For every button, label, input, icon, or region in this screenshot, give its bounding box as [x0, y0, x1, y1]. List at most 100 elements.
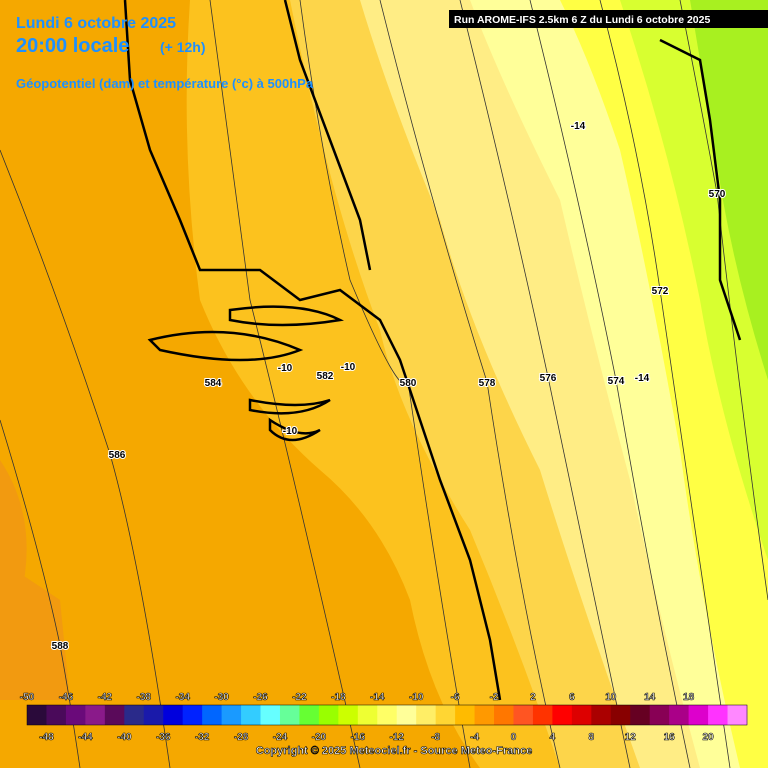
- colorbar-swatch: [494, 705, 514, 725]
- colorbar-label: 6: [569, 692, 575, 703]
- colorbar-swatch: [279, 705, 300, 725]
- colorbar-swatch: [610, 705, 631, 725]
- contour-label: 570: [709, 189, 726, 200]
- colorbar-swatch: [104, 705, 125, 725]
- colorbar-label: 12: [625, 732, 637, 743]
- colorbar-label: 8: [589, 732, 595, 743]
- contour-label: 578: [479, 378, 496, 389]
- colorbar-swatch: [260, 705, 281, 725]
- colorbar-swatch: [591, 705, 612, 725]
- contour-label: 584: [205, 378, 222, 389]
- colorbar-label: -16: [351, 732, 366, 743]
- colorbar-swatch: [474, 705, 495, 725]
- colorbar-label: -10: [409, 692, 424, 703]
- colorbar-label: -50: [20, 692, 35, 703]
- colorbar-swatch: [27, 705, 47, 725]
- contour-label: 582: [317, 371, 334, 382]
- contour-label: -10: [341, 362, 356, 373]
- subtitle: Géopotentiel (dam) et température (°c) à…: [16, 76, 314, 91]
- borders: [123, 0, 742, 701]
- colorbar-label: 16: [664, 732, 676, 743]
- colorbar-label: -20: [312, 732, 327, 743]
- colorbar-swatch: [377, 705, 398, 725]
- colorbar-swatch: [65, 705, 86, 725]
- copyright: Copyright © 2025 Meteociel.fr - Source M…: [256, 745, 532, 757]
- colorbar-label: -6: [451, 692, 460, 703]
- colorbar-swatch: [124, 705, 145, 725]
- colorbar-swatch: [669, 705, 690, 725]
- colorbar-label: -40: [117, 732, 132, 743]
- colorbar-label: -30: [214, 692, 229, 703]
- colorbar-label: 20: [703, 732, 715, 743]
- colorbar-label: -4: [470, 732, 479, 743]
- colorbar-label: -32: [195, 732, 210, 743]
- colorbar-swatch: [688, 705, 709, 725]
- colorbar-label: 0: [511, 732, 517, 743]
- date: Lundi 6 octobre 2025: [16, 15, 176, 32]
- time: 20:00 locale: [16, 35, 129, 57]
- colorbar-swatch: [221, 705, 242, 725]
- colorbar-swatch: [299, 705, 320, 725]
- colorbar-label: 14: [644, 692, 656, 703]
- colorbar-label: 4: [550, 732, 556, 743]
- colorbar-label: -24: [273, 732, 288, 743]
- colorbar-swatch: [455, 705, 476, 725]
- colorbar-swatch: [416, 705, 437, 725]
- colorbar-swatch: [357, 705, 378, 725]
- contour-label: 588: [52, 641, 69, 652]
- colorbar-swatch: [708, 705, 729, 725]
- colorbar-label: 2: [530, 692, 536, 703]
- colorbar-label: -12: [390, 732, 405, 743]
- lead: (+ 12h): [160, 39, 206, 55]
- contour-label: 572: [652, 286, 669, 297]
- colorbar-label: -22: [292, 692, 307, 703]
- colorbar-swatch: [46, 705, 67, 725]
- colorbar-swatch: [435, 705, 456, 725]
- colorbar: -50 -46 -42 -38 -34 -30 -26 -22 -18 -14 -10 -6 -2 2 6 1…: [19, 692, 748, 743]
- colorbar-label: -26: [253, 692, 268, 703]
- colorbar-swatch: [182, 705, 203, 725]
- colorbar-swatch: [318, 705, 339, 725]
- colorbar-swatch: [163, 705, 184, 725]
- colorbar-swatch: [85, 705, 106, 725]
- colorbar-swatch: [727, 705, 748, 725]
- contour-label: -10: [283, 426, 298, 437]
- colorbar-swatch: [396, 705, 417, 725]
- colorbar-swatch: [241, 705, 262, 725]
- colorbar-label: -14: [370, 692, 385, 703]
- colorbar-swatch: [202, 705, 223, 725]
- contour-label: -14: [571, 121, 586, 132]
- colorbar-swatch: [143, 705, 164, 725]
- colorbar-label: -2: [490, 692, 499, 703]
- colorbar-swatch: [649, 705, 670, 725]
- contour-label: 574: [608, 376, 625, 387]
- colorbar-label: -46: [59, 692, 74, 703]
- colorbar-swatch: [513, 705, 534, 725]
- contour-label: -14: [635, 373, 650, 384]
- colorbar-swatch: [532, 705, 553, 725]
- colorbar-label: 10: [605, 692, 617, 703]
- colorbar-swatch: [571, 705, 592, 725]
- colorbar-label: -18: [331, 692, 346, 703]
- run-box: [449, 10, 768, 28]
- colorbar-swatch: [552, 705, 573, 725]
- colorbar-swatch: [338, 705, 359, 725]
- colorbar-swatch: [630, 705, 651, 725]
- band: [690, 0, 768, 380]
- colorbar-label: -42: [98, 692, 113, 703]
- contour-label: 580: [400, 378, 417, 389]
- colorbar-label: -36: [156, 732, 171, 743]
- contour-label: -10: [278, 363, 293, 374]
- colorbar-label: -38: [137, 692, 152, 703]
- contour-label: 576: [540, 373, 557, 384]
- run-info: Run AROME-IFS 2.5km 6 Z du Lundi 6 octob…: [454, 14, 710, 26]
- contour-label: 586: [109, 450, 126, 461]
- warm-zone: [0, 460, 70, 700]
- colorbar-label: -44: [78, 732, 93, 743]
- colorbar-label: -34: [175, 692, 190, 703]
- colorbar-frame: [26, 704, 748, 726]
- colorbar-label: 18: [683, 692, 695, 703]
- colorbar-label: -8: [431, 732, 440, 743]
- colorbar-label: -28: [234, 732, 249, 743]
